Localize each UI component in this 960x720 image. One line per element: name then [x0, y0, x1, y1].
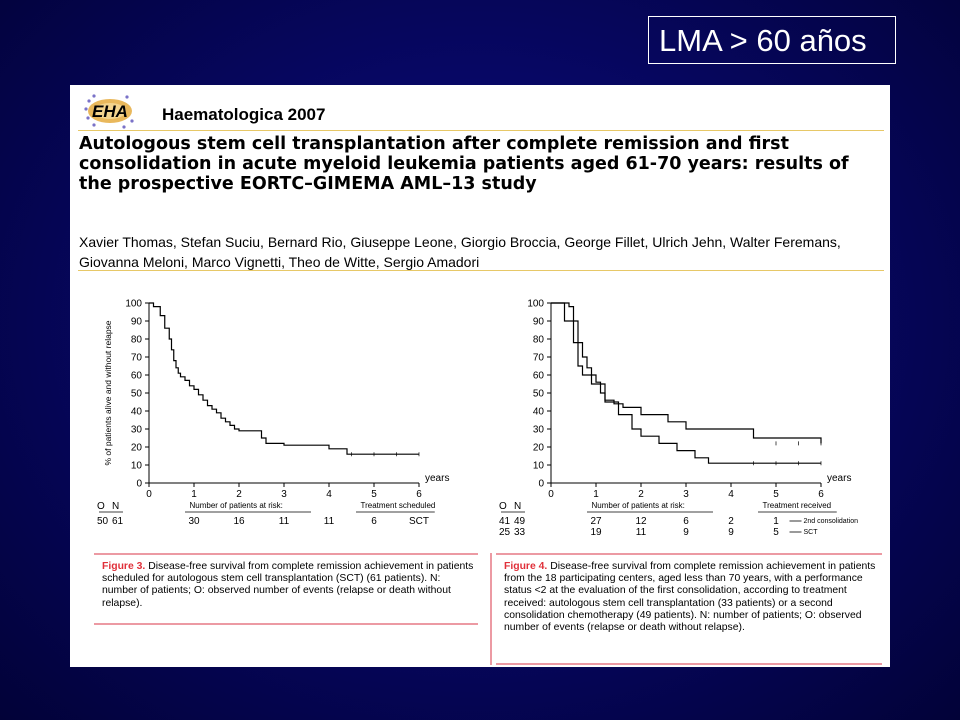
figure-3-plot: 0 10 20 30 40 50 60 70 80 90 100 0 1 2 3 4 5 6 years% of p… [84, 295, 484, 565]
risk-header-n: N [514, 501, 521, 512]
y-tick-label: 30 [131, 425, 143, 436]
risk-count: 16 [233, 516, 245, 527]
y-tick-label: 0 [136, 479, 142, 490]
risk-n-value: 61 [112, 516, 124, 527]
risk-count: 11 [324, 516, 335, 527]
figure-3-caption: Figure 3. Disease-free survival from com… [94, 553, 478, 625]
x-tick-label: 3 [281, 489, 287, 500]
x-tick-label: 2 [638, 489, 644, 500]
y-tick-label: 50 [131, 389, 143, 400]
y-tick-label: 90 [533, 317, 545, 328]
ehh-logo-icon: EHA [84, 94, 134, 129]
y-tick-label: 70 [533, 353, 545, 364]
risk-row-label: SCT [409, 516, 429, 527]
y-tick-label: 30 [533, 425, 545, 436]
risk-count: 2 [728, 516, 734, 527]
km-curve-1 [551, 302, 822, 444]
risk-count: 11 [279, 516, 290, 527]
x-tick-label: 0 [548, 489, 554, 500]
figure-4-caption: Figure 4. Disease-free survival from com… [490, 553, 882, 665]
paper-excerpt: EHA Haematologica 2007 Autologous stem c… [70, 85, 890, 667]
risk-count: 6 [683, 516, 689, 527]
risk-count: 30 [188, 516, 200, 527]
risk-count: 1 [773, 516, 779, 527]
svg-text:EHA: EHA [92, 102, 128, 121]
journal-name: Haematologica 2007 [162, 105, 326, 124]
risk-count: 27 [590, 516, 602, 527]
risk-table-title: Number of patients at risk: [190, 501, 283, 510]
treatment-title: Treatment scheduled [361, 501, 436, 510]
figure-4-label: Figure 4. [504, 561, 548, 572]
km-curve-2 [551, 302, 821, 464]
x-tick-label: 5 [371, 489, 377, 500]
x-tick-label: 4 [326, 489, 332, 500]
authors-rule [78, 270, 884, 271]
y-tick-label: 80 [533, 335, 545, 346]
y-tick-label: 60 [533, 371, 545, 382]
article-title: Autologous stem cell transplantation aft… [79, 134, 849, 194]
figure-3-label: Figure 3. [102, 561, 146, 572]
legend-label: SCT [804, 529, 819, 536]
treatment-title: Treatment received [763, 501, 832, 510]
risk-o-value: 50 [97, 516, 109, 527]
y-tick-label: 40 [533, 407, 545, 418]
x-tick-label: 1 [593, 489, 599, 500]
risk-count: 9 [728, 527, 734, 538]
slide-title: LMA > 60 años [648, 16, 896, 64]
x-tick-label: 6 [818, 489, 824, 500]
risk-header-n: N [112, 501, 119, 512]
x-tick-label: 6 [416, 489, 422, 500]
figure-4-plot: 0 10 20 30 40 50 60 70 80 90 100 0 1 2 3 4 5 6 years O N Numb… [486, 295, 886, 565]
risk-header-o: O [499, 501, 507, 512]
y-tick-label: 20 [533, 443, 545, 454]
y-tick-label: 70 [131, 353, 143, 364]
km-curve-1 [149, 302, 419, 455]
risk-o-value: 41 [499, 516, 511, 527]
y-tick-label: 40 [131, 407, 143, 418]
risk-table-title: Number of patients at risk: [592, 501, 685, 510]
author-list: Xavier Thomas, Stefan Suciu, Bernard Rio… [79, 234, 841, 270]
x-tick-label: 3 [683, 489, 689, 500]
x-tick-label: 2 [236, 489, 242, 500]
risk-count: 9 [683, 527, 689, 538]
risk-o-value: 25 [499, 527, 511, 538]
y-tick-label: 100 [527, 299, 544, 310]
x-tick-label: 1 [191, 489, 197, 500]
y-axis-label: % of patients alive and without relapse [103, 320, 113, 465]
risk-count: 19 [590, 527, 602, 538]
y-tick-label: 50 [533, 389, 545, 400]
figure-4-caption-text: Disease-free survival from complete remi… [504, 561, 876, 634]
y-tick-label: 100 [125, 299, 142, 310]
risk-count: 12 [635, 516, 647, 527]
y-tick-label: 10 [533, 461, 545, 472]
risk-count: 6 [371, 516, 377, 527]
x-tick-label: 0 [146, 489, 152, 500]
header-rule [78, 130, 884, 131]
y-tick-label: 80 [131, 335, 143, 346]
risk-count: 5 [773, 527, 779, 538]
y-tick-label: 60 [131, 371, 143, 382]
risk-header-o: O [97, 501, 105, 512]
x-axis-label: years [425, 473, 449, 484]
y-tick-label: 0 [538, 479, 544, 490]
risk-n-value: 33 [514, 527, 526, 538]
risk-count: 11 [636, 527, 647, 538]
x-axis-label: years [827, 473, 851, 484]
figure-3-caption-text: Disease-free survival from complete remi… [102, 561, 474, 609]
y-tick-label: 90 [131, 317, 143, 328]
x-tick-label: 4 [728, 489, 734, 500]
y-tick-label: 10 [131, 461, 143, 472]
risk-n-value: 49 [514, 516, 526, 527]
x-tick-label: 5 [773, 489, 779, 500]
y-tick-label: 20 [131, 443, 143, 454]
legend-label: 2nd consolidation [804, 518, 859, 525]
